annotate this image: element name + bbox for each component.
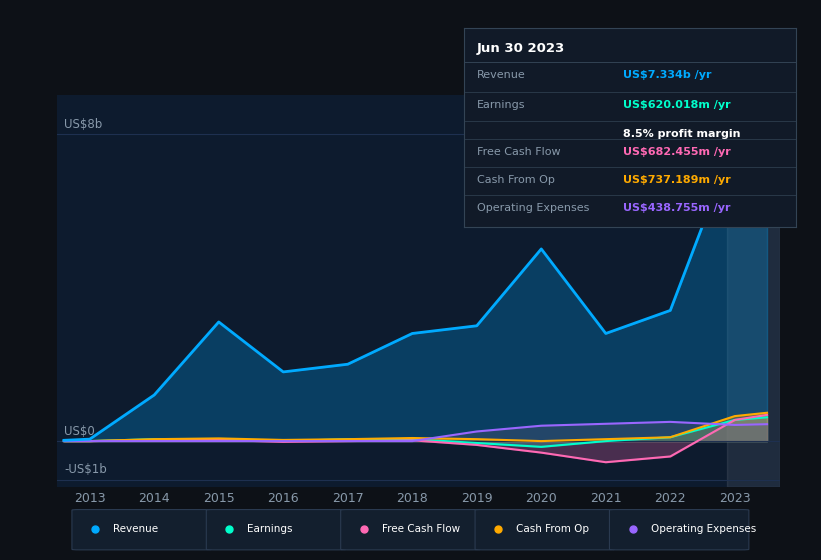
Text: Operating Expenses: Operating Expenses — [477, 203, 589, 213]
Text: Earnings: Earnings — [247, 524, 293, 534]
Text: -US$1b: -US$1b — [64, 464, 107, 477]
Text: US$620.018m /yr: US$620.018m /yr — [623, 100, 731, 110]
FancyBboxPatch shape — [341, 510, 480, 550]
Text: US$438.755m /yr: US$438.755m /yr — [623, 203, 731, 213]
Bar — [727, 95, 780, 487]
Text: Free Cash Flow: Free Cash Flow — [477, 147, 561, 157]
Text: US$682.455m /yr: US$682.455m /yr — [623, 147, 732, 157]
Text: US$8b: US$8b — [64, 118, 102, 130]
Text: Free Cash Flow: Free Cash Flow — [382, 524, 460, 534]
Text: 8.5% profit margin: 8.5% profit margin — [623, 129, 741, 139]
Text: Revenue: Revenue — [477, 69, 526, 80]
Text: Jun 30 2023: Jun 30 2023 — [477, 42, 566, 55]
FancyBboxPatch shape — [72, 510, 211, 550]
Text: Cash From Op: Cash From Op — [516, 524, 589, 534]
Text: Revenue: Revenue — [113, 524, 158, 534]
FancyBboxPatch shape — [475, 510, 614, 550]
Text: Earnings: Earnings — [477, 100, 525, 110]
FancyBboxPatch shape — [609, 510, 749, 550]
FancyBboxPatch shape — [206, 510, 346, 550]
Text: US$737.189m /yr: US$737.189m /yr — [623, 175, 732, 185]
Text: Cash From Op: Cash From Op — [477, 175, 555, 185]
Text: Operating Expenses: Operating Expenses — [650, 524, 756, 534]
Text: US$7.334b /yr: US$7.334b /yr — [623, 69, 712, 80]
Text: US$0: US$0 — [64, 425, 94, 438]
